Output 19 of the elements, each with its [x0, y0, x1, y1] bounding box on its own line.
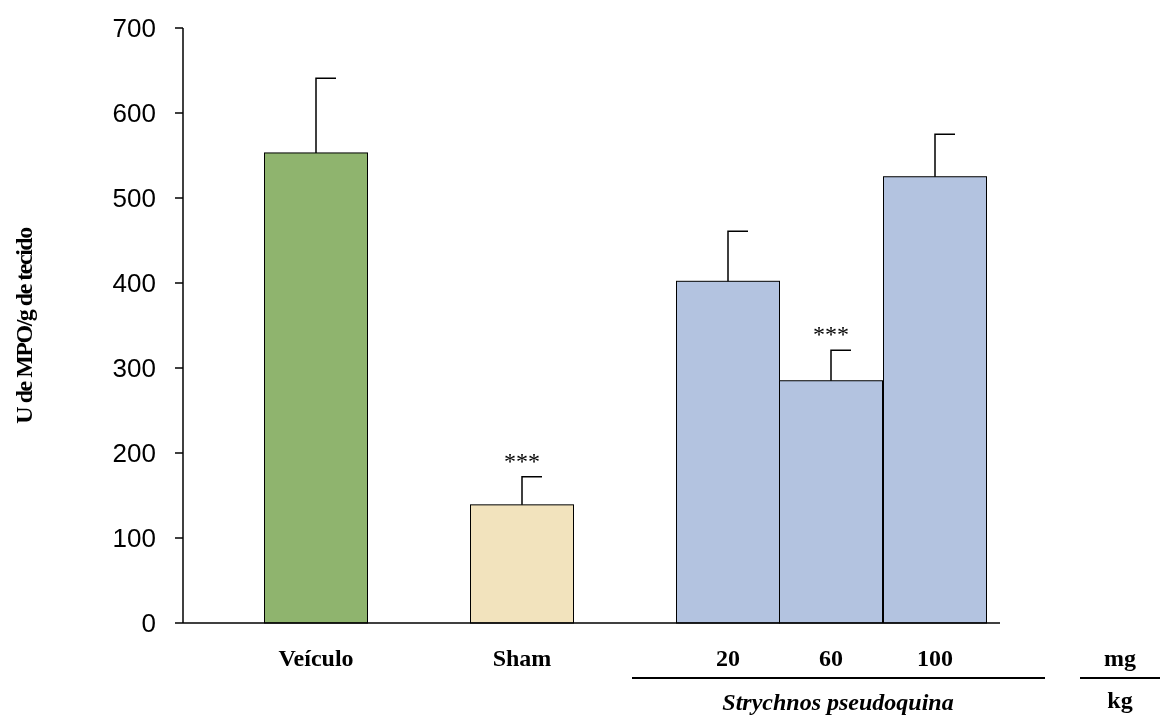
x-tick-label: Veículo	[278, 645, 354, 671]
text: Strychnos pseudoquina	[722, 689, 954, 715]
annotation: ***	[813, 321, 849, 348]
y-tick-label: 100	[112, 523, 156, 554]
y-tick-label: 500	[112, 183, 156, 214]
text: mg	[1104, 645, 1136, 671]
y-tick-label: 300	[112, 353, 156, 384]
y-tick-label: 600	[112, 98, 156, 129]
y-axis-title: U de MPO/g de tecido	[11, 226, 37, 424]
x-tick-label: 60	[819, 645, 843, 671]
x-tick-label: 100	[917, 645, 953, 671]
y-tick-label: 400	[112, 268, 156, 299]
annotation: ***	[504, 447, 540, 474]
text: kg	[1107, 687, 1133, 713]
x-tick-label: 20	[716, 645, 740, 671]
y-tick-label: 0	[141, 608, 156, 639]
y-tick-label: 200	[112, 438, 156, 469]
x-tick-label: Sham	[492, 645, 552, 671]
y-tick-label: 700	[112, 13, 156, 44]
